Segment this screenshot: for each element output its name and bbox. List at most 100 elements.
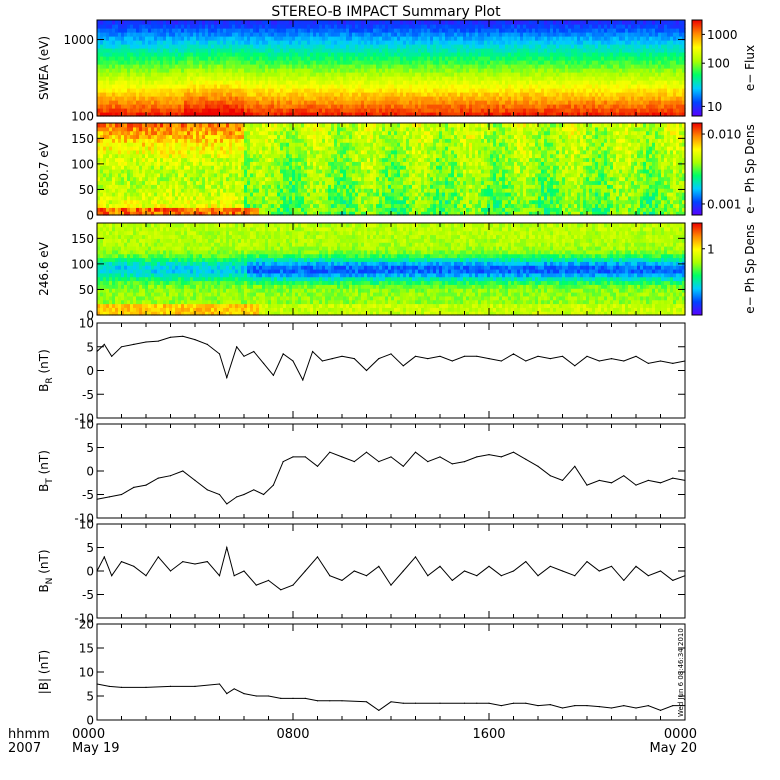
spectrogram-cell bbox=[415, 72, 419, 77]
spectrogram-cell bbox=[442, 92, 446, 97]
spectrogram-cell bbox=[463, 56, 467, 61]
spectrogram-cell bbox=[463, 100, 467, 105]
spectrogram-cell bbox=[487, 72, 491, 77]
spectrogram-cell bbox=[154, 88, 158, 93]
spectrogram-cell bbox=[127, 44, 131, 49]
spectrogram-cell bbox=[490, 108, 494, 113]
spectrogram-cell bbox=[364, 72, 368, 77]
spectrogram-cell bbox=[124, 28, 128, 33]
spectrogram-cell bbox=[442, 72, 446, 77]
spectrogram-cell bbox=[229, 20, 233, 25]
spectrogram-cell bbox=[385, 96, 389, 101]
spectrogram-cell bbox=[358, 64, 362, 69]
spectrogram-cell bbox=[268, 100, 272, 105]
spectrogram-cell bbox=[244, 96, 248, 101]
spectrogram-cell bbox=[211, 48, 215, 53]
spectrogram-cell bbox=[379, 96, 383, 101]
spectrogram-cell bbox=[283, 24, 287, 29]
spectrogram-cell bbox=[256, 60, 260, 65]
spectrogram-cell bbox=[478, 112, 482, 117]
spectrogram-cell bbox=[475, 104, 479, 109]
spectrogram-cell bbox=[190, 24, 194, 29]
spectrogram-cell bbox=[307, 40, 311, 45]
spectrogram-cell bbox=[289, 20, 293, 25]
spectrogram-cell bbox=[298, 32, 302, 37]
spectrogram-cell bbox=[259, 76, 263, 81]
spectrogram-cell bbox=[415, 96, 419, 101]
spectrogram-cell bbox=[394, 96, 398, 101]
spectrogram-cell bbox=[349, 40, 353, 45]
spectrogram-cell bbox=[319, 96, 323, 101]
spectrogram-cell bbox=[196, 76, 200, 81]
spectrogram-cell bbox=[97, 40, 101, 45]
spectrogram-cell bbox=[265, 56, 269, 61]
spectrogram-cell bbox=[235, 104, 239, 109]
spectrogram-cell bbox=[181, 24, 185, 29]
spectrogram-cell bbox=[385, 32, 389, 37]
spectrogram-cell bbox=[472, 100, 476, 105]
spectrogram-cell bbox=[139, 76, 143, 81]
spectrogram-cell bbox=[391, 112, 395, 117]
spectrogram-cell bbox=[121, 48, 125, 53]
spectrogram-cell bbox=[259, 52, 263, 57]
spectrogram-cell bbox=[199, 24, 203, 29]
spectrogram-cell bbox=[118, 64, 122, 69]
spectrogram-cell bbox=[169, 28, 173, 33]
spectrogram-cell bbox=[364, 100, 368, 105]
spectrogram-cell bbox=[256, 84, 260, 89]
spectrogram-cell bbox=[310, 40, 314, 45]
spectrogram-cell bbox=[112, 60, 116, 65]
spectrogram-cell bbox=[355, 28, 359, 33]
spectrogram-cell bbox=[325, 88, 329, 93]
spectrogram-cell bbox=[208, 48, 212, 53]
spectrogram-cell bbox=[232, 36, 236, 41]
spectrogram-cell bbox=[121, 20, 125, 25]
spectrogram-cell bbox=[388, 96, 392, 101]
spectrogram-cell bbox=[238, 112, 242, 117]
spectrogram-cell bbox=[454, 80, 458, 85]
spectrogram-cell bbox=[310, 28, 314, 33]
spectrogram-cell bbox=[127, 28, 131, 33]
spectrogram-cell bbox=[256, 52, 260, 57]
spectrogram-cell bbox=[322, 24, 326, 29]
spectrogram-cell bbox=[355, 80, 359, 85]
spectrogram-cell bbox=[124, 100, 128, 105]
spectrogram-cell bbox=[220, 100, 224, 105]
spectrogram-cell bbox=[376, 92, 380, 97]
spectrogram-cell bbox=[328, 112, 332, 117]
spectrogram-cell bbox=[478, 56, 482, 61]
spectrogram-cell bbox=[394, 92, 398, 97]
spectrogram-cell bbox=[175, 112, 179, 117]
spectrogram-cell bbox=[139, 60, 143, 65]
spectrogram-cell bbox=[460, 80, 464, 85]
spectrogram-cell bbox=[229, 48, 233, 53]
spectrogram-cell bbox=[265, 76, 269, 81]
spectrogram-cell bbox=[367, 108, 371, 113]
spectrogram-cell bbox=[475, 20, 479, 25]
spectrogram-cell bbox=[385, 80, 389, 85]
spectrogram-cell bbox=[172, 36, 176, 41]
spectrogram-cell bbox=[106, 92, 110, 97]
spectrogram-cell bbox=[454, 40, 458, 45]
spectrogram-cell bbox=[235, 100, 239, 105]
spectrogram-cell bbox=[241, 24, 245, 29]
spectrogram-cell bbox=[298, 28, 302, 33]
spectrogram-cell bbox=[307, 92, 311, 97]
spectrogram-cell bbox=[190, 104, 194, 109]
spectrogram-cell bbox=[337, 48, 341, 53]
spectrogram-cell bbox=[436, 104, 440, 109]
spectrogram-cell bbox=[274, 100, 278, 105]
spectrogram-cell bbox=[328, 60, 332, 65]
spectrogram-cell bbox=[247, 96, 251, 101]
spectrogram-cell bbox=[196, 64, 200, 69]
spectrogram-cell bbox=[334, 92, 338, 97]
spectrogram-cell bbox=[313, 108, 317, 113]
spectrogram-cell bbox=[211, 84, 215, 89]
spectrogram-cell bbox=[184, 80, 188, 85]
spectrogram-cell bbox=[406, 76, 410, 81]
spectrogram-cell bbox=[175, 108, 179, 113]
spectrogram-cell bbox=[130, 40, 134, 45]
spectrogram-cell bbox=[481, 100, 485, 105]
spectrogram-cell bbox=[262, 44, 266, 49]
spectrogram-cell bbox=[439, 20, 443, 25]
